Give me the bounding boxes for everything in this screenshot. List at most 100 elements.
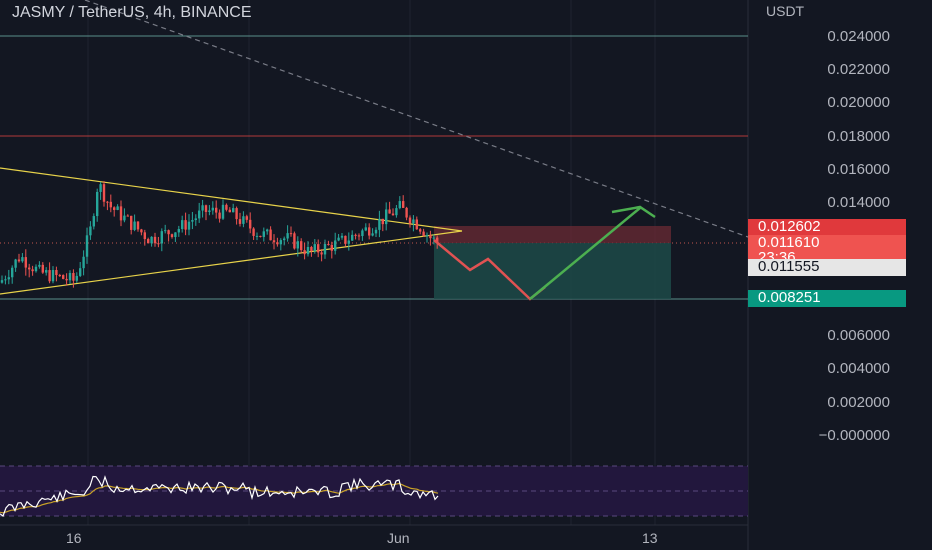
- price-tick: 0.022000: [827, 61, 890, 78]
- candle-body: [136, 221, 140, 230]
- projected-rise-path[interactable]: [529, 207, 641, 300]
- price-axis-unit[interactable]: USDT: [766, 3, 805, 19]
- candle-body: [306, 246, 310, 255]
- candle-body: [160, 231, 163, 244]
- candle-body: [17, 259, 21, 262]
- stop-loss-zone[interactable]: [434, 226, 671, 243]
- candle-body: [330, 244, 333, 251]
- take-profit-zone[interactable]: [434, 243, 671, 299]
- price-tick: 0.020000: [827, 94, 890, 111]
- candle-body: [194, 218, 197, 221]
- candle-body: [143, 232, 146, 240]
- candle-body: [147, 239, 150, 244]
- candle-body: [38, 264, 41, 267]
- candle-body: [34, 266, 38, 272]
- candle-body: [215, 207, 218, 213]
- candle-body: [191, 220, 194, 222]
- candle-body: [102, 184, 106, 202]
- candle-body: [425, 235, 429, 237]
- candle-body: [41, 264, 44, 273]
- candle-body: [167, 230, 170, 235]
- candle-body: [208, 210, 211, 212]
- candle-body: [337, 237, 340, 241]
- candle-body: [153, 236, 157, 244]
- candle-body: [82, 256, 85, 269]
- current-price-value: 0.011610: [758, 234, 820, 251]
- candle-body: [218, 212, 221, 219]
- candle-body: [126, 215, 129, 217]
- candle-body: [255, 235, 259, 237]
- candle-body: [68, 272, 72, 281]
- candle-body: [402, 201, 405, 208]
- candle-body: [405, 207, 408, 218]
- candle-body: [391, 213, 395, 216]
- price-tick: 0.006000: [827, 327, 890, 344]
- candle-body: [72, 272, 75, 281]
- candle-body: [116, 206, 119, 210]
- candle-body: [323, 244, 327, 255]
- candle-body: [242, 216, 245, 224]
- candlestick-series: [0, 181, 439, 288]
- candle-body: [123, 215, 126, 221]
- candle-body: [286, 233, 289, 239]
- candle-body: [235, 208, 238, 220]
- candle-body: [150, 236, 153, 244]
- candle-body: [381, 218, 384, 225]
- candle-body: [374, 229, 378, 234]
- candle-body: [245, 216, 248, 220]
- candle-body: [24, 257, 27, 268]
- candle-body: [415, 219, 418, 230]
- candle-body: [408, 217, 412, 224]
- price-tick: 0.016000: [827, 161, 890, 178]
- candle-body: [140, 229, 143, 233]
- candle-body: [364, 227, 367, 231]
- candle-body: [371, 233, 374, 236]
- candle-body: [92, 216, 95, 227]
- candle-body: [300, 241, 303, 251]
- candle-body: [293, 233, 296, 249]
- candle-body: [79, 268, 82, 276]
- candle-body: [198, 210, 201, 219]
- candle-body: [0, 280, 4, 283]
- candle-body: [436, 237, 439, 243]
- candle-body: [177, 229, 180, 233]
- candle-body: [232, 208, 235, 213]
- candle-body: [7, 277, 10, 280]
- candle-body: [51, 270, 55, 282]
- candle-body: [252, 228, 255, 236]
- candle-body: [187, 221, 191, 230]
- descending-trendline[interactable]: [84, 0, 749, 238]
- candle-body: [211, 207, 214, 211]
- candle-body: [385, 209, 388, 225]
- candle-body: [347, 240, 350, 244]
- candle-body: [170, 234, 174, 238]
- rsi-line: [0, 475, 439, 517]
- price-tick: 0.004000: [827, 360, 890, 377]
- candle-body: [249, 219, 252, 229]
- candle-body: [201, 205, 204, 211]
- candle-body: [119, 206, 123, 221]
- candle-body: [184, 220, 187, 230]
- date-tick: 16: [66, 530, 82, 546]
- candle-body: [266, 229, 269, 232]
- candle-body: [334, 240, 337, 251]
- candle-body: [75, 275, 78, 281]
- date-tick: Jun: [387, 530, 410, 546]
- candle-body: [388, 209, 391, 214]
- candle-body: [65, 278, 68, 281]
- candle-body: [157, 243, 160, 245]
- candle-body: [429, 235, 432, 239]
- candle-body: [361, 230, 364, 237]
- arrow-head-icon: [611, 205, 656, 219]
- candle-body: [45, 270, 48, 273]
- candle-body: [395, 208, 398, 216]
- candle-body: [181, 220, 184, 230]
- candle-body: [351, 234, 354, 241]
- candle-body: [21, 257, 24, 262]
- candle-body: [283, 238, 286, 241]
- candle-body: [368, 227, 371, 236]
- candle-body: [14, 259, 17, 268]
- candle-body: [269, 229, 272, 241]
- candle-body: [296, 241, 299, 249]
- candle-body: [310, 246, 313, 251]
